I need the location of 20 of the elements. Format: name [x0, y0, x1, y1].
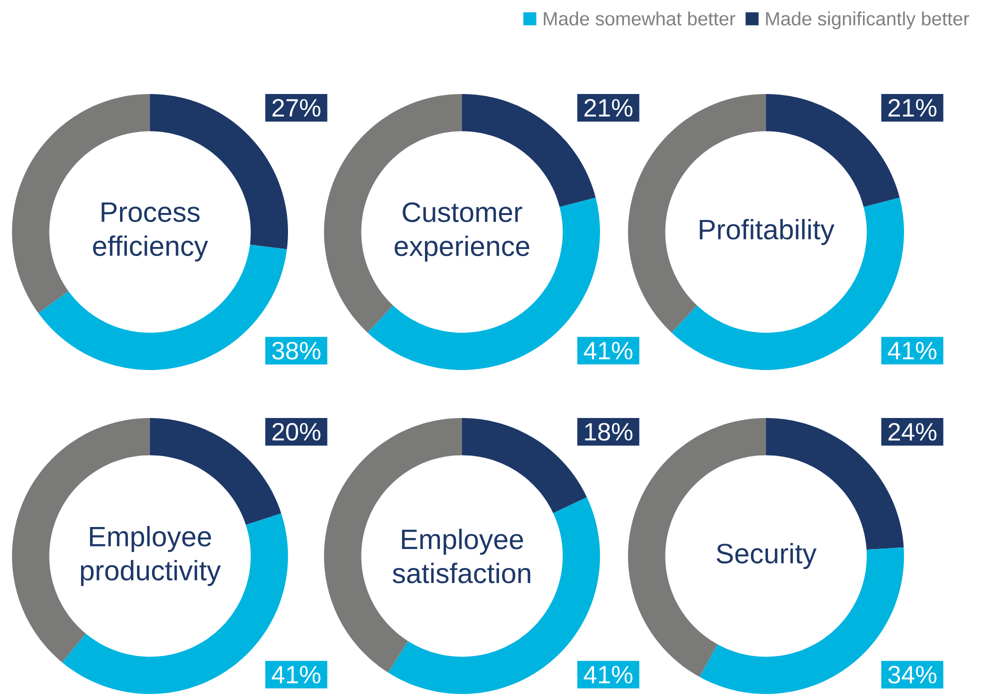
data-label: 24% [888, 422, 936, 441]
text: Employee productivity [81, 526, 221, 586]
data-label: 41% [584, 342, 632, 360]
text: Process efficiency [93, 202, 208, 262]
text: Profitability [700, 218, 834, 246]
data-label: 21% [584, 98, 632, 117]
data-label: 41% [888, 342, 936, 360]
text: Customer experience [394, 202, 530, 262]
data-label: 20% [272, 422, 320, 441]
data-label: 27% [272, 98, 320, 117]
data-label: 34% [888, 666, 936, 684]
legend-label: Made somewhat better [544, 12, 736, 26]
text: Employee satisfaction [392, 528, 530, 584]
legend-label: Made significantly better [766, 12, 970, 30]
data-label: 41% [584, 666, 632, 684]
text: Security [716, 542, 817, 570]
data-label: 18% [585, 422, 632, 441]
data-label: 38% [272, 342, 320, 360]
data-label: 41% [272, 666, 320, 684]
data-label: 21% [888, 98, 936, 117]
